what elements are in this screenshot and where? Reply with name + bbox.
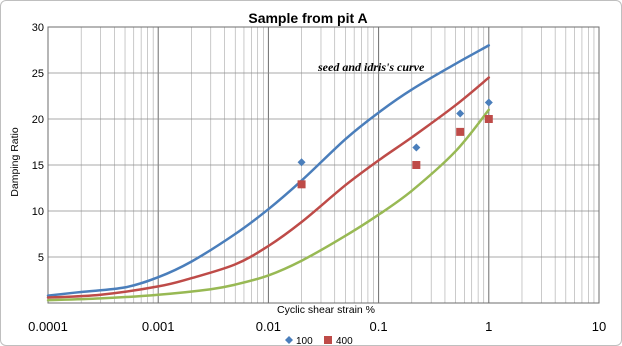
y-tick-label: 25 xyxy=(32,68,44,80)
legend-item-400: 400 xyxy=(324,336,353,346)
x-tick-label: 1 xyxy=(485,319,492,334)
x-tick-label: 0.0001 xyxy=(28,319,68,334)
marker-100 xyxy=(456,109,465,118)
y-tick-label: 15 xyxy=(32,160,44,172)
y-tick-label: 5 xyxy=(38,252,44,264)
legend-item-100: 100 xyxy=(285,336,313,346)
y-tick-label: 10 xyxy=(32,206,44,218)
data-markers xyxy=(297,98,493,189)
legend-label-100: 100 xyxy=(296,336,313,346)
y-tick-labels: 5 10 15 20 25 30 xyxy=(32,22,44,264)
y-axis-label: Damping Ratio xyxy=(9,127,21,197)
marker-100 xyxy=(484,98,493,107)
x-axis-label: Cyclic shear strain % xyxy=(277,304,375,316)
x-tick-labels: 0.0001 0.001 0.01 0.1 1 10 xyxy=(28,319,606,334)
legend: 100 400 xyxy=(285,336,353,346)
plot-area-border xyxy=(47,26,600,304)
x-tick-label: 0.1 xyxy=(370,319,388,334)
marker-100 xyxy=(412,143,421,152)
y-tick-label: 20 xyxy=(32,114,44,126)
y-tick-label: 30 xyxy=(32,22,44,34)
marker-400 xyxy=(297,180,306,189)
marker-400 xyxy=(412,161,421,169)
x-tick-label: 0.01 xyxy=(256,319,281,334)
x-tick-label: 0.001 xyxy=(142,319,175,334)
chart-title: Sample from pit A xyxy=(248,10,367,26)
marker-400 xyxy=(484,115,493,123)
reference-curves xyxy=(46,44,491,302)
legend-marker-400 xyxy=(324,336,332,344)
grid xyxy=(47,26,600,304)
legend-marker-100 xyxy=(285,336,293,344)
marker-400 xyxy=(456,127,465,136)
x-tick-label: 10 xyxy=(592,319,606,334)
reference-curve-1 xyxy=(46,44,491,297)
reference-curve-2 xyxy=(46,76,491,299)
reference-curve-3 xyxy=(46,108,491,302)
marker-100 xyxy=(297,158,306,167)
curve-annotation: seed and idris's curve xyxy=(317,60,425,74)
legend-label-400: 400 xyxy=(336,336,353,346)
